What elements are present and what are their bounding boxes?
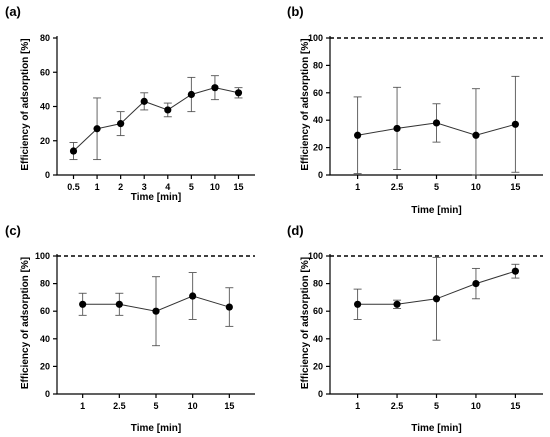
y-axis-label: Efficiency of adsorption [%] bbox=[300, 38, 311, 170]
x-tick-label: 10 bbox=[471, 182, 481, 192]
x-tick-label: 10 bbox=[188, 401, 198, 411]
y-tick-label: 0 bbox=[318, 389, 323, 399]
y-tick-label: 60 bbox=[40, 67, 50, 77]
x-tick-label: 15 bbox=[224, 401, 234, 411]
y-tick-label: 80 bbox=[313, 279, 323, 289]
data-point bbox=[189, 292, 197, 300]
y-tick-label: 20 bbox=[313, 143, 323, 153]
data-point bbox=[187, 90, 195, 99]
x-tick-label: 1 bbox=[80, 401, 85, 411]
x-tick-label: 2 bbox=[118, 182, 123, 192]
x-tick-label: 10 bbox=[210, 182, 220, 192]
data-point bbox=[93, 125, 101, 133]
data-point bbox=[393, 300, 401, 308]
x-tick-label: 15 bbox=[510, 401, 520, 411]
data-point bbox=[511, 267, 519, 275]
y-tick-label: 20 bbox=[40, 361, 50, 371]
data-point bbox=[354, 131, 362, 139]
x-tick-label: 5 bbox=[434, 182, 439, 192]
y-tick-label: 20 bbox=[313, 361, 323, 371]
data-point bbox=[432, 295, 441, 303]
y-tick-label: 80 bbox=[313, 60, 323, 70]
data-point bbox=[211, 84, 219, 92]
data-point bbox=[472, 131, 480, 139]
x-tick-label: 3 bbox=[142, 182, 147, 192]
x-tick-label: 5 bbox=[153, 401, 158, 411]
y-tick-label: 40 bbox=[40, 102, 50, 112]
x-tick-label: 5 bbox=[434, 401, 439, 411]
data-point bbox=[354, 300, 362, 308]
x-tick-label: 10 bbox=[471, 401, 481, 411]
x-tick-label: 1 bbox=[95, 182, 100, 192]
panel-label: (b) bbox=[287, 4, 304, 19]
chart-panel-3: (c) 0 20 40 60 80 100 1 2.5 5 10 15 Efficiency of ad… bbox=[5, 223, 255, 434]
data-point bbox=[152, 307, 160, 315]
x-axis-label: Time [min] bbox=[411, 423, 461, 434]
x-axis-label: Time [min] bbox=[131, 192, 181, 203]
y-axis-label: Efficiency of adsorption [%] bbox=[300, 257, 311, 389]
y-tick-label: 80 bbox=[40, 279, 50, 289]
x-axis-label: Time [min] bbox=[411, 205, 461, 216]
chart-panel-1: (a) 0 20 40 60 80 0.5 1 2 3 4 5 10 15 Efficiency of ad… bbox=[5, 4, 255, 203]
x-tick-label: 15 bbox=[510, 182, 520, 192]
data-point bbox=[140, 97, 148, 105]
y-tick-label: 0 bbox=[318, 170, 323, 180]
y-tick-label: 40 bbox=[40, 334, 50, 344]
data-point bbox=[115, 300, 123, 308]
x-tick-label: 1 bbox=[355, 182, 360, 192]
chart-panel-2: (b) 0 20 40 60 80 100 1 2.5 5 10 15 Efficiency of ad… bbox=[287, 4, 543, 216]
data-point bbox=[79, 300, 87, 308]
panel-label: (d) bbox=[287, 223, 304, 238]
y-tick-label: 100 bbox=[308, 33, 323, 43]
y-tick-label: 60 bbox=[40, 306, 50, 316]
x-tick-label: 0.5 bbox=[67, 182, 80, 192]
x-axis-label: Time [min] bbox=[131, 423, 181, 434]
data-point bbox=[393, 124, 401, 133]
x-tick-label: 2.5 bbox=[113, 401, 126, 411]
x-tick-label: 5 bbox=[189, 182, 194, 192]
data-point bbox=[225, 303, 233, 311]
y-tick-label: 60 bbox=[313, 88, 323, 98]
data-point bbox=[117, 120, 125, 128]
x-tick-label: 2.5 bbox=[391, 401, 404, 411]
y-tick-label: 60 bbox=[313, 306, 323, 316]
series-line bbox=[73, 87, 239, 152]
panel-label: (a) bbox=[5, 4, 21, 19]
y-tick-label: 100 bbox=[35, 251, 50, 261]
y-tick-label: 0 bbox=[45, 170, 50, 180]
y-tick-label: 0 bbox=[45, 389, 50, 399]
x-tick-label: 4 bbox=[165, 182, 170, 192]
x-tick-label: 2.5 bbox=[391, 182, 404, 192]
data-point bbox=[69, 147, 78, 155]
data-point bbox=[511, 120, 519, 128]
data-point bbox=[234, 89, 243, 97]
data-point bbox=[432, 119, 441, 127]
x-tick-label: 1 bbox=[355, 401, 360, 411]
y-axis-label: Efficiency of adsorption [%] bbox=[20, 38, 31, 170]
data-point bbox=[164, 106, 172, 114]
data-point bbox=[472, 280, 480, 288]
y-tick-label: 80 bbox=[40, 33, 50, 43]
panel-label: (c) bbox=[5, 223, 21, 238]
y-tick-label: 40 bbox=[313, 334, 323, 344]
x-tick-label: 15 bbox=[233, 182, 243, 192]
y-tick-label: 20 bbox=[40, 136, 50, 146]
y-tick-label: 100 bbox=[308, 251, 323, 261]
y-tick-label: 40 bbox=[313, 115, 323, 125]
chart-panel-4: (d) 0 20 40 60 80 100 1 2.5 5 10 15 Efficiency of ad… bbox=[287, 223, 543, 434]
y-axis-label: Efficiency of adsorption [%] bbox=[20, 257, 31, 389]
